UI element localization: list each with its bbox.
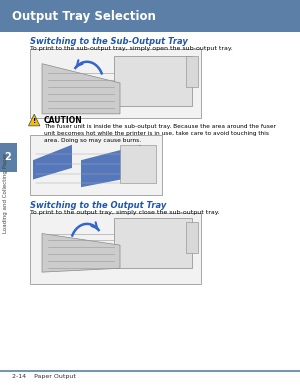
Text: CAUTION: CAUTION <box>44 116 82 125</box>
Text: Output Tray Selection: Output Tray Selection <box>12 10 156 23</box>
Text: To print to the output tray, simply close the sub-output tray.: To print to the output tray, simply clos… <box>30 210 220 215</box>
Bar <box>186 222 198 253</box>
Polygon shape <box>28 114 40 126</box>
Bar <box>186 56 198 87</box>
Text: 2-14    Paper Output: 2-14 Paper Output <box>12 374 76 379</box>
Bar <box>0 0 300 32</box>
Text: !: ! <box>33 118 36 124</box>
Text: Loading and Collecting Paper: Loading and Collecting Paper <box>3 153 8 233</box>
Bar <box>30 135 162 195</box>
Bar <box>30 213 201 284</box>
Text: 2: 2 <box>5 152 11 162</box>
Text: Switching to the Sub-Output Tray: Switching to the Sub-Output Tray <box>30 37 188 46</box>
Polygon shape <box>42 234 120 272</box>
Bar <box>114 218 192 268</box>
Bar <box>30 49 201 118</box>
Bar <box>114 56 192 106</box>
Polygon shape <box>42 64 120 114</box>
Bar <box>120 145 156 183</box>
Polygon shape <box>81 145 141 187</box>
Bar <box>0 143 16 172</box>
Text: Switching to the Output Tray: Switching to the Output Tray <box>30 201 167 210</box>
Text: To print to the sub-output tray, simply open the sub-output tray.: To print to the sub-output tray, simply … <box>30 46 233 51</box>
Polygon shape <box>33 145 72 179</box>
Text: The fuser unit is inside the sub-output tray. Because the area around the fuser
: The fuser unit is inside the sub-output … <box>44 124 276 143</box>
